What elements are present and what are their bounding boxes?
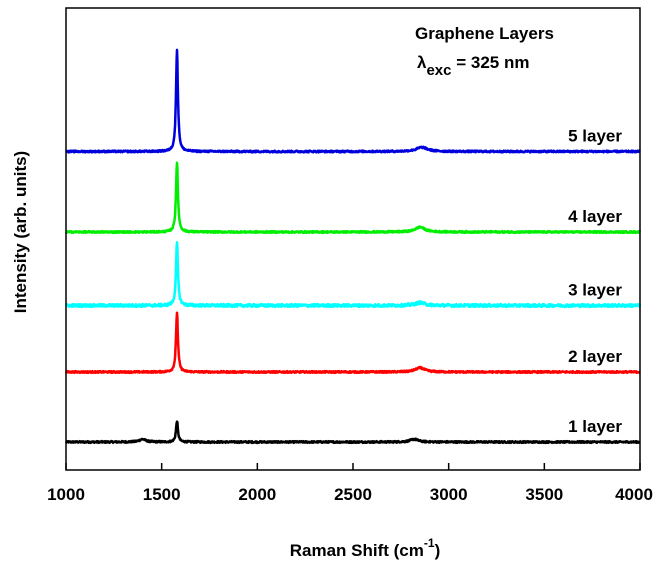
series-label-4: 4 layer bbox=[568, 207, 622, 226]
series-line-2 bbox=[64, 311, 641, 375]
series-label-1: 1 layer bbox=[568, 417, 622, 436]
x-tick-label-2000: 2000 bbox=[238, 485, 276, 504]
x-tick-label-3000: 3000 bbox=[430, 485, 468, 504]
annotation-title: Graphene Layers bbox=[415, 24, 554, 43]
series-label-5: 5 layer bbox=[568, 127, 622, 146]
series-line-4 bbox=[64, 161, 642, 235]
series-line-3 bbox=[64, 241, 642, 309]
y-axis-label: Intensity (arb. units) bbox=[11, 151, 30, 313]
x-tick-label-2500: 2500 bbox=[334, 485, 372, 504]
x-axis: 1000 1500 2000 2500 3000 3500 4000 bbox=[47, 463, 653, 504]
series-label-2: 2 layer bbox=[568, 347, 622, 366]
series-labels: 1 layer 2 layer 3 layer 4 layer 5 layer bbox=[568, 127, 622, 437]
series-label-3: 3 layer bbox=[568, 281, 622, 300]
x-tick-label-3500: 3500 bbox=[525, 485, 563, 504]
plot-frame bbox=[65, 7, 641, 471]
series-line-1 bbox=[64, 420, 641, 445]
series-line-5 bbox=[65, 48, 641, 154]
x-tick-label-4000: 4000 bbox=[615, 485, 653, 504]
x-axis-label: Raman Shift (cm-1) bbox=[290, 536, 440, 560]
annotation-excitation: λexc = 325 nm bbox=[417, 53, 529, 79]
x-tick-label-1000: 1000 bbox=[47, 485, 85, 504]
x-tick-label-1500: 1500 bbox=[143, 485, 181, 504]
series-layer bbox=[64, 48, 642, 445]
